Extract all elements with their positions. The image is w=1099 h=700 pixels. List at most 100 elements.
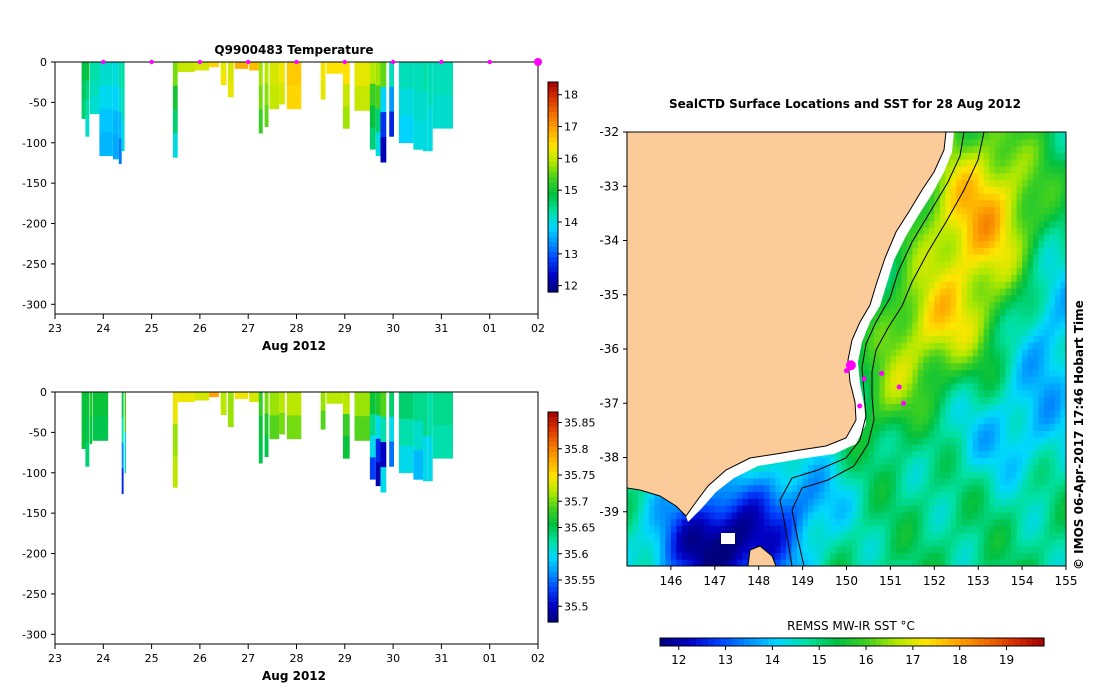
sst-cell xyxy=(961,511,968,520)
sst-cell xyxy=(983,213,990,221)
sst-cell xyxy=(934,349,941,357)
sst-cell xyxy=(1016,281,1023,289)
sst-cell xyxy=(901,335,908,343)
sst-cell xyxy=(731,498,738,506)
sst-cell xyxy=(863,349,870,357)
colorbar-segment xyxy=(548,102,558,108)
profile-cell xyxy=(89,96,100,115)
sst-cell xyxy=(627,552,634,560)
sst-cell xyxy=(989,247,996,255)
sst-cell xyxy=(895,464,902,472)
sst-cell xyxy=(983,193,990,201)
sst-cell xyxy=(681,552,688,560)
sst-cell xyxy=(939,369,946,377)
sst-cell xyxy=(1016,267,1023,275)
sst-cell xyxy=(961,369,968,377)
sst-cell xyxy=(819,491,826,499)
sst-cell xyxy=(972,376,979,384)
sst-cell xyxy=(879,491,886,499)
colorbar-segment xyxy=(548,562,558,568)
sst-cell xyxy=(895,403,902,411)
sst-cell xyxy=(649,559,656,566)
sst-cell xyxy=(1011,389,1018,398)
sst-cell xyxy=(917,362,924,370)
sst-cell xyxy=(923,471,930,479)
sst-cell xyxy=(983,376,990,384)
sst-cell xyxy=(950,450,957,459)
sst-cell xyxy=(967,430,974,438)
sst-cell xyxy=(956,369,963,377)
sst-cell xyxy=(928,498,935,506)
sst-cell xyxy=(786,457,793,465)
sst-cell xyxy=(780,511,787,520)
sst-cell xyxy=(978,315,985,323)
sst-cell xyxy=(950,179,957,187)
colorbar-segment xyxy=(548,577,558,583)
sst-cell xyxy=(983,538,990,547)
sst-cell xyxy=(983,226,990,235)
sst-cell xyxy=(649,532,656,540)
profile-cell xyxy=(380,87,387,113)
profile-cell xyxy=(423,436,428,482)
sst-cell xyxy=(961,525,968,533)
sst-cell xyxy=(994,491,1001,499)
sst-cell xyxy=(676,538,683,547)
sst-cell xyxy=(901,477,908,486)
sst-cell xyxy=(939,199,946,208)
sst-cell xyxy=(939,254,946,262)
sst-cell xyxy=(764,545,771,554)
colorbar-segment xyxy=(548,267,558,273)
sst-cell xyxy=(1000,186,1007,194)
sst-cell xyxy=(989,464,996,472)
sst-cell xyxy=(1005,498,1012,506)
sst-cell xyxy=(654,525,661,533)
sst-cell xyxy=(841,545,848,554)
sst-cell xyxy=(868,532,875,540)
sst-cell xyxy=(747,532,754,540)
sst-cell xyxy=(923,525,930,533)
sst-cell xyxy=(978,328,985,337)
x-tick-label: 01 xyxy=(483,322,497,335)
sst-cell xyxy=(939,410,946,418)
sst-cell xyxy=(972,152,979,160)
sst-cell xyxy=(989,545,996,554)
sst-cell xyxy=(1000,355,1007,364)
sst-cell xyxy=(764,464,771,472)
sst-cell xyxy=(906,355,913,364)
sst-cell xyxy=(989,477,996,486)
sst-cell xyxy=(769,491,776,499)
sst-cell xyxy=(983,179,990,187)
sst-cell xyxy=(857,545,864,554)
sst-cell xyxy=(994,301,1001,309)
sst-cell xyxy=(994,471,1001,479)
sst-cell xyxy=(923,294,930,303)
colorbar-segment xyxy=(548,537,558,543)
sst-cell xyxy=(1011,152,1018,160)
sst-cell xyxy=(764,498,771,506)
sst-cell xyxy=(879,498,886,506)
sst-cell xyxy=(945,247,952,255)
profile-cell xyxy=(85,392,90,418)
sst-cell xyxy=(934,464,941,472)
sst-cell xyxy=(857,525,864,533)
sst-cell xyxy=(972,240,979,248)
sst-cell xyxy=(1016,491,1023,499)
sst-cell xyxy=(649,538,656,547)
sst-cell xyxy=(978,430,985,438)
sst-cell xyxy=(780,498,787,506)
sst-cell xyxy=(1000,437,1007,445)
sst-cell xyxy=(983,315,990,323)
sst-cell xyxy=(1016,369,1023,377)
sst-cell xyxy=(841,538,848,547)
sst-cell xyxy=(1011,301,1018,309)
sst-cell xyxy=(967,498,974,506)
sst-cell xyxy=(1005,376,1012,384)
sst-cell xyxy=(945,260,952,269)
sst-cell xyxy=(1016,349,1023,357)
profile-cell xyxy=(427,106,433,152)
sst-cell xyxy=(1022,518,1029,526)
sst-cell xyxy=(830,464,837,472)
sst-cell xyxy=(649,518,656,526)
sst-cell xyxy=(989,186,996,194)
sst-cell xyxy=(841,518,848,526)
